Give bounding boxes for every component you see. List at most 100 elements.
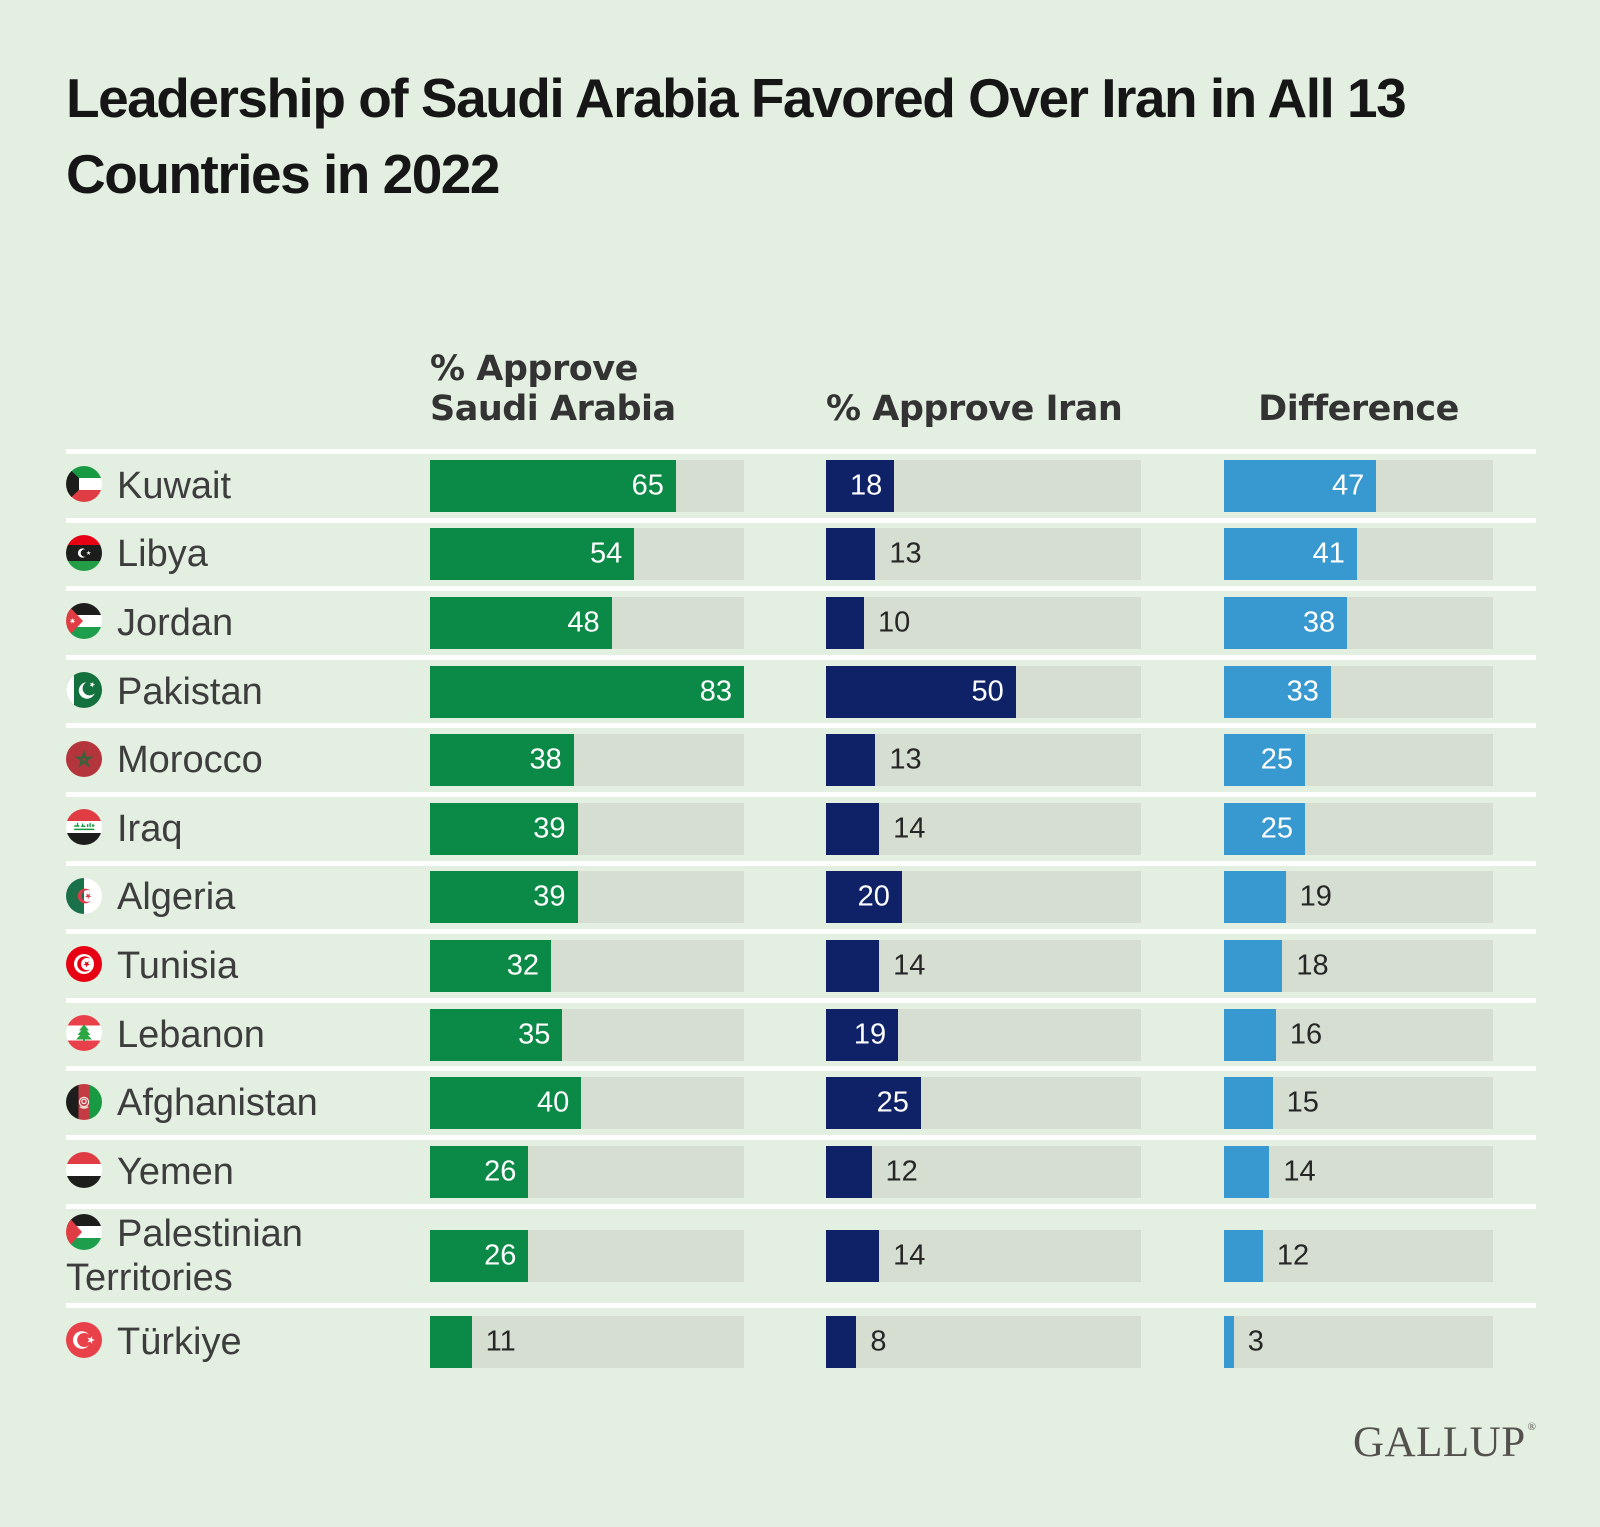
iran-bar-value: 20	[857, 880, 890, 913]
iran-bar-value: 25	[876, 1086, 909, 1119]
saudi-bar: 35	[430, 1008, 563, 1061]
diff-bar-track: 16	[1224, 1008, 1493, 1061]
country-name: Tunisia	[117, 944, 239, 987]
saudi-bar-value: 35	[518, 1018, 551, 1051]
country-name: Algeria	[117, 876, 236, 919]
saudi-bar-value: 83	[699, 675, 732, 708]
flag-lebanon	[66, 1015, 102, 1052]
diff-bar: 14	[1224, 1145, 1316, 1198]
diff-bar: 18	[1224, 939, 1329, 992]
diff-bar: 25	[1224, 802, 1306, 855]
chart-row: Algeria 39 20 19	[66, 860, 1536, 930]
iran-bar: 14	[826, 802, 925, 855]
chart-row: Kuwait 65 18 47	[66, 449, 1536, 518]
iran-bar: 14	[826, 1229, 925, 1282]
saudi-bar-track: 39	[430, 802, 744, 855]
country-name: Afghanistan	[117, 1082, 318, 1125]
diff-bar: 16	[1224, 1008, 1322, 1061]
saudi-bar: 48	[430, 596, 612, 649]
country-label: Tunisia	[66, 944, 256, 988]
iran-bar: 8	[826, 1315, 887, 1368]
saudi-bar-value: 39	[533, 812, 566, 845]
country-name: Palestinian Territories	[66, 1212, 303, 1299]
saudi-bar-value: 54	[590, 537, 623, 570]
chart-title: Leadership of Saudi Arabia Favored Over …	[66, 67, 1407, 205]
iran-bar-track: 8	[826, 1315, 1141, 1368]
country-name: Libya	[117, 533, 208, 576]
diff-bar: 15	[1224, 1077, 1319, 1130]
country-label: Algeria	[66, 875, 253, 919]
chart-row: Afghanistan 40 25 15	[66, 1066, 1536, 1135]
country-label: Kuwait	[66, 464, 249, 508]
country-label-cell: Kuwait	[66, 454, 430, 518]
chart-row: Iraq 39 14 25	[66, 791, 1536, 861]
country-label-cell: Pakistan	[66, 660, 430, 724]
diff-bar-value: 18	[1296, 949, 1329, 982]
saudi-bar-value: 39	[533, 880, 566, 913]
flag-morocco	[66, 740, 102, 777]
column-header-difference: Difference	[1258, 389, 1459, 429]
country-name: Türkiye	[117, 1320, 242, 1363]
country-name: Jordan	[117, 601, 234, 644]
diff-bar: 12	[1224, 1229, 1309, 1282]
diff-bar-track: 19	[1224, 871, 1493, 924]
iran-bar: 13	[826, 734, 922, 787]
saudi-bar-value: 65	[631, 469, 664, 502]
saudi-bar: 26	[430, 1229, 529, 1282]
diff-bar-value: 15	[1286, 1086, 1319, 1119]
diff-bar: 47	[1224, 459, 1377, 512]
chart-row: Lebanon 35 19 16	[66, 997, 1536, 1067]
country-label: Iraq	[66, 807, 200, 851]
gallup-logo: GALLUP ®	[1353, 1406, 1536, 1464]
iran-bar-track: 50	[826, 665, 1141, 718]
iran-bar-value: 13	[889, 743, 922, 776]
iran-bar-value: 14	[893, 1239, 926, 1272]
country-label-cell: Yemen	[66, 1140, 430, 1204]
saudi-bar: 32	[430, 939, 552, 992]
iran-bar: 18	[826, 459, 895, 512]
saudi-bar-track: 35	[430, 1008, 744, 1061]
country-label: Türkiye	[66, 1320, 260, 1364]
column-header-approve-iran: % Approve Iran	[826, 389, 1123, 429]
saudi-bar: 11	[430, 1315, 516, 1368]
iran-bar-track: 13	[826, 734, 1141, 787]
iran-bar-value: 19	[853, 1018, 887, 1051]
iran-bar-track: 14	[826, 1229, 1141, 1282]
country-label-cell: Iraq	[66, 797, 430, 861]
saudi-bar-track: 40	[430, 1077, 744, 1130]
iran-bar: 14	[826, 939, 925, 992]
registered-trademark-icon: ®	[1527, 1421, 1536, 1433]
saudi-bar: 39	[430, 802, 578, 855]
saudi-bar-track: 48	[430, 596, 744, 649]
flag-afghanistan	[66, 1083, 102, 1120]
saudi-bar-value: 11	[485, 1325, 516, 1358]
saudi-bar: 26	[430, 1145, 529, 1198]
diff-bar-value: 25	[1260, 812, 1294, 845]
diff-bar-track: 38	[1224, 596, 1493, 649]
iran-bar-track: 13	[826, 528, 1141, 581]
iran-bar-track: 10	[826, 596, 1141, 649]
saudi-bar-track: 39	[430, 871, 744, 924]
iran-bar-value: 8	[870, 1325, 887, 1358]
diff-bar-value: 38	[1302, 606, 1336, 639]
diff-bar-track: 15	[1224, 1077, 1493, 1130]
diff-bar-value: 47	[1332, 469, 1365, 502]
diff-bar-value: 16	[1289, 1018, 1323, 1051]
saudi-bar-value: 26	[484, 1155, 517, 1188]
iran-bar-track: 20	[826, 871, 1141, 924]
flag-palestinian-territories	[66, 1214, 102, 1251]
column-headers: % Approve Saudi Arabia % Approve Iran Di…	[66, 300, 1536, 429]
diff-bar-track: 3	[1224, 1315, 1493, 1368]
country-name: Pakistan	[117, 670, 263, 713]
country-label: Afghanistan	[66, 1081, 336, 1125]
iran-bar-value: 14	[893, 812, 926, 845]
diff-bar: 3	[1224, 1315, 1264, 1368]
iran-bar-value: 18	[850, 469, 883, 502]
flag-libya	[66, 534, 102, 571]
chart-row: Jordan 48 10 38	[66, 586, 1536, 655]
saudi-bar: 39	[430, 871, 578, 924]
chart-row: Libya 54 13 41	[66, 517, 1536, 587]
country-label: Morocco	[66, 738, 281, 782]
diff-bar-value: 19	[1299, 880, 1332, 913]
